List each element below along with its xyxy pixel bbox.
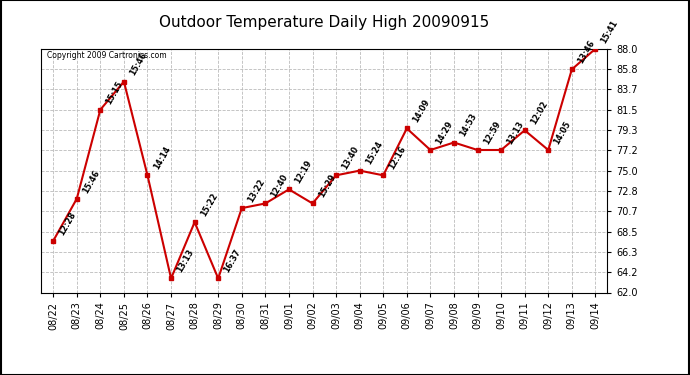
Text: 15:22: 15:22 (199, 191, 219, 218)
Text: 13:13: 13:13 (175, 248, 196, 274)
Text: Copyright 2009 Cartronics.com: Copyright 2009 Cartronics.com (47, 51, 167, 60)
Text: 13:46: 13:46 (576, 39, 596, 65)
Text: 14:53: 14:53 (458, 112, 479, 138)
Text: 15:15: 15:15 (104, 79, 125, 105)
Text: 15:24: 15:24 (364, 140, 384, 166)
Text: 14:05: 14:05 (553, 120, 573, 146)
Text: 12:40: 12:40 (270, 173, 290, 199)
Text: Outdoor Temperature Daily High 20090915: Outdoor Temperature Daily High 20090915 (159, 15, 489, 30)
Text: 12:19: 12:19 (293, 159, 313, 185)
Text: 14:09: 14:09 (411, 98, 431, 124)
Text: 13:22: 13:22 (246, 177, 266, 204)
Text: 12:16: 12:16 (387, 145, 408, 171)
Text: 14:29: 14:29 (435, 119, 455, 146)
Text: 16:37: 16:37 (222, 248, 243, 274)
Text: 14:14: 14:14 (152, 145, 172, 171)
Text: 12:02: 12:02 (529, 99, 549, 126)
Text: 13:40: 13:40 (340, 145, 361, 171)
Text: 15:46: 15:46 (81, 168, 101, 195)
Text: 12:59: 12:59 (482, 119, 502, 146)
Text: 13:13: 13:13 (505, 120, 526, 146)
Text: 15:29: 15:29 (317, 173, 337, 199)
Text: 12:28: 12:28 (57, 210, 78, 237)
Text: 15:41: 15:41 (600, 18, 620, 45)
Text: 15:46: 15:46 (128, 51, 148, 77)
